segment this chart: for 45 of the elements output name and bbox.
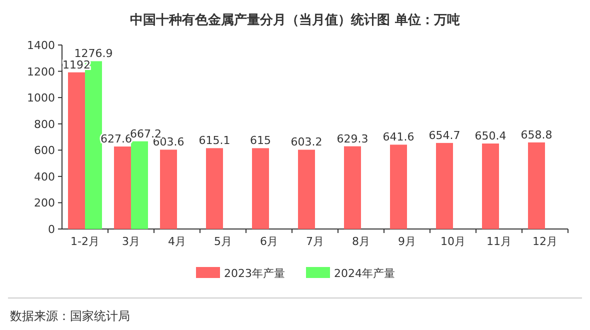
x-tick-label: 10月 [440, 235, 466, 248]
y-tick-label: 1400 [27, 39, 55, 52]
x-tick-label: 6月 [260, 235, 278, 248]
y-tick-label: 1200 [27, 65, 55, 78]
data-label: 650.4 [474, 130, 506, 143]
bar [390, 144, 407, 229]
data-label: 1276.9 [74, 47, 113, 60]
x-tick-label: 7月 [306, 235, 324, 248]
data-label: 603.2 [290, 136, 322, 149]
y-tick-label: 800 [34, 118, 55, 131]
data-label: 654.7 [428, 128, 460, 142]
y-tick-label: 600 [34, 144, 55, 158]
x-tick-label: 5月 [214, 235, 232, 248]
x-tick-label: 12月 [532, 235, 558, 248]
bar [114, 146, 131, 229]
data-label: 629.3 [336, 132, 368, 146]
data-label: 615 [250, 134, 271, 148]
data-label: 615.1 [198, 134, 230, 148]
bar [344, 146, 361, 229]
bar [528, 142, 545, 229]
bar [482, 144, 499, 229]
source-note: 数据来源：国家统计局 [10, 309, 130, 323]
bar [160, 150, 177, 229]
bar [68, 72, 85, 229]
x-tick-label: 3月 [122, 235, 140, 248]
bar [298, 150, 315, 229]
bar [436, 142, 453, 229]
y-tick-label: 1000 [27, 92, 55, 105]
legend-label: 2023年产量 [224, 267, 285, 280]
y-tick-label: 0 [48, 223, 55, 236]
bar [252, 148, 269, 229]
x-tick-label: 9月 [398, 235, 416, 248]
x-tick-label: 1-2月 [70, 235, 100, 248]
bar [206, 148, 223, 229]
data-label: 658.8 [520, 128, 552, 142]
data-label: 667.2 [130, 127, 162, 140]
data-label: 641.6 [382, 130, 414, 144]
y-tick-label: 400 [34, 170, 55, 184]
bar [131, 141, 148, 229]
x-tick-label: 4月 [168, 235, 186, 248]
x-tick-label: 11月 [486, 235, 512, 248]
x-tick-label: 8月 [352, 235, 370, 248]
chart-title: 中国十种有色金属产量分月（当月值）统计图 单位：万吨 [130, 12, 460, 28]
y-tick-label: 200 [34, 196, 55, 210]
legend-label: 2024年产量 [334, 267, 395, 280]
